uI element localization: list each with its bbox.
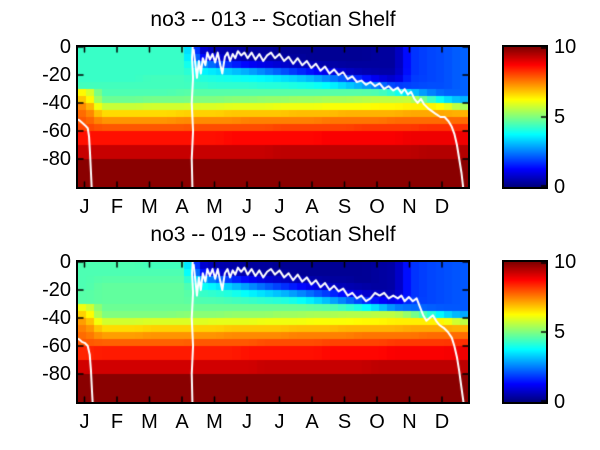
month-tick-label: J	[274, 411, 285, 433]
month-tick-label: J	[274, 196, 285, 218]
month-tick-label: A	[175, 196, 189, 218]
month-tick-label: S	[337, 196, 352, 218]
month-tick-label: J	[242, 411, 252, 433]
heatmap-canvas	[78, 47, 468, 187]
depth-tick-label: -80	[42, 363, 71, 385]
month-tick-label: M	[141, 411, 158, 433]
month-tick-label: A	[305, 411, 319, 433]
month-tick-label: O	[369, 196, 385, 218]
colorbar-tick-label: 10	[554, 36, 577, 58]
heatmap-canvas	[78, 262, 468, 402]
month-tick-label: A	[305, 196, 319, 218]
colorbar-gradient	[504, 262, 546, 402]
month-tick-label: F	[110, 196, 124, 218]
month-tick-label: D	[434, 196, 450, 218]
depth-tick-label: -20	[42, 64, 71, 86]
month-tick-label: J	[79, 196, 90, 218]
month-tick-label: J	[242, 196, 252, 218]
month-tick-label: M	[206, 411, 223, 433]
depth-tick-label: 0	[59, 36, 71, 58]
month-tick-label: J	[79, 411, 90, 433]
depth-tick-label: -40	[42, 307, 71, 329]
colorbar-tick-label: 0	[554, 391, 566, 413]
colorbar-tick-label: 0	[554, 176, 566, 198]
month-tick-label: M	[206, 196, 223, 218]
colorbar	[502, 45, 548, 189]
month-tick-label: S	[337, 411, 352, 433]
month-tick-label: M	[141, 196, 158, 218]
colorbar-gradient	[504, 47, 546, 187]
depth-tick-label: -20	[42, 279, 71, 301]
month-tick-label: N	[402, 411, 417, 433]
colorbar-tick-label: 10	[554, 251, 577, 273]
colorbar-tick-label: 5	[554, 106, 566, 128]
depth-tick-label: 0	[59, 251, 71, 273]
colorbar-tick-label: 5	[554, 321, 566, 343]
heatmap-plot-area	[76, 260, 470, 404]
month-tick-label: N	[402, 196, 417, 218]
heatmap-plot-area	[76, 45, 470, 189]
month-tick-label: D	[434, 411, 450, 433]
depth-tick-label: -40	[42, 92, 71, 114]
depth-tick-label: -60	[42, 335, 71, 357]
panel-title: no3 -- 019 -- Scotian Shelf	[150, 223, 396, 246]
panel-title: no3 -- 013 -- Scotian Shelf	[150, 8, 396, 31]
colorbar	[502, 260, 548, 404]
month-tick-label: O	[369, 411, 385, 433]
depth-tick-label: -60	[42, 120, 71, 142]
month-tick-label: F	[110, 411, 124, 433]
month-tick-label: A	[175, 411, 189, 433]
depth-tick-label: -80	[42, 148, 71, 170]
